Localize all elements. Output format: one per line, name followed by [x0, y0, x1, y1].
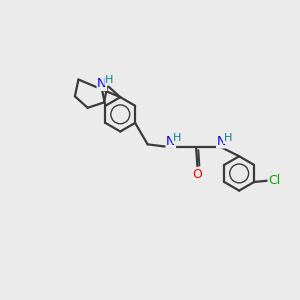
- Text: N: N: [217, 135, 226, 148]
- Text: N: N: [97, 77, 106, 90]
- Text: H: H: [224, 134, 232, 143]
- Text: H: H: [173, 134, 182, 143]
- Text: N: N: [166, 135, 176, 148]
- Text: H: H: [105, 75, 113, 85]
- Text: O: O: [193, 167, 202, 181]
- Text: Cl: Cl: [268, 174, 280, 187]
